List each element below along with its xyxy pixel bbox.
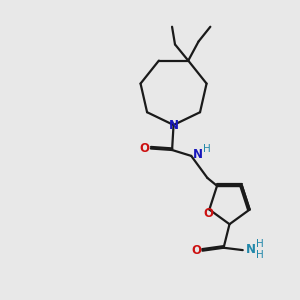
Text: O: O [204, 207, 214, 220]
Text: H: H [203, 144, 210, 154]
Text: H: H [256, 250, 263, 260]
Text: N: N [169, 119, 178, 132]
Text: N: N [246, 243, 256, 256]
Text: H: H [256, 238, 263, 249]
Text: N: N [193, 148, 203, 161]
Text: O: O [191, 244, 201, 257]
Text: O: O [140, 142, 149, 155]
